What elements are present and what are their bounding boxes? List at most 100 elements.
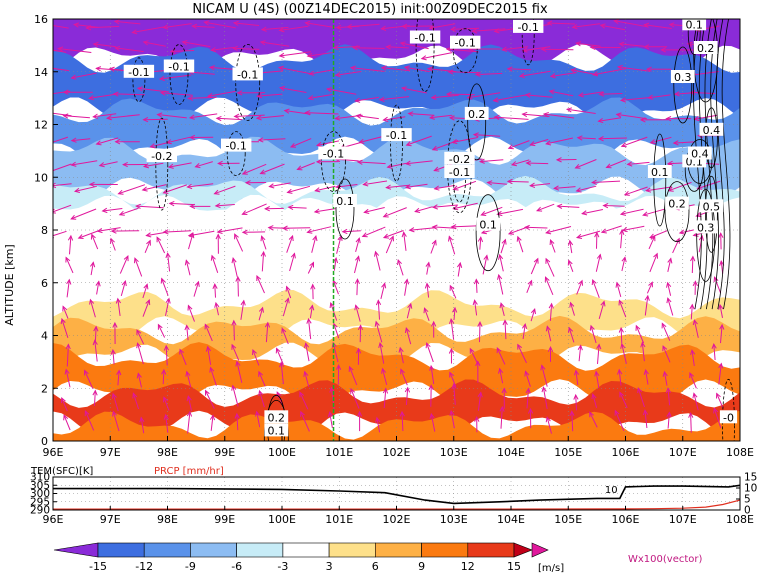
wind-vector xyxy=(650,136,672,144)
wind-vector-head xyxy=(589,411,595,418)
wind-vector-head xyxy=(186,395,192,402)
wind-vector-head xyxy=(475,360,481,367)
w-contour xyxy=(321,131,346,192)
wind-vector-head xyxy=(553,185,560,191)
wind-vector xyxy=(63,415,71,431)
wind-vector-head xyxy=(672,140,679,146)
wind-vector-head xyxy=(400,368,405,375)
wind-vector xyxy=(474,300,478,316)
wind-vector-head xyxy=(363,208,370,214)
wind-vector-head xyxy=(268,183,275,189)
wind-vector xyxy=(156,237,166,254)
wind-vector-head xyxy=(380,65,387,71)
wind-vector-head xyxy=(168,200,175,207)
wind-vector-head xyxy=(403,65,410,71)
wind-vector xyxy=(576,42,601,47)
y-tick-label: 16 xyxy=(34,13,48,26)
wind-vector xyxy=(165,345,168,366)
wind-vector-head xyxy=(92,113,99,119)
wind-vector-head xyxy=(667,257,673,264)
w-contour xyxy=(475,194,501,272)
contour-label-bg xyxy=(719,410,738,424)
wind-vector xyxy=(453,180,477,190)
contour-label-bg xyxy=(450,35,481,49)
wind-vector xyxy=(78,230,98,239)
wind-vector-head xyxy=(118,210,125,216)
x-tick-label: 104E xyxy=(497,446,525,459)
wind-vector-head xyxy=(145,232,152,238)
wind-vector-head xyxy=(397,259,402,266)
wind-vector-head xyxy=(591,179,597,185)
contour-label: 0.1 xyxy=(685,18,703,31)
wind-vector-head xyxy=(639,117,646,123)
wind-vector-head xyxy=(616,64,623,71)
wind-vector-head xyxy=(149,143,156,149)
wind-vector xyxy=(163,230,192,233)
contour-label-bg xyxy=(476,217,500,231)
wind-vector-head xyxy=(615,281,621,288)
wind-vector xyxy=(157,114,187,119)
wind-vector-head xyxy=(556,203,563,209)
wind-vector xyxy=(84,370,94,389)
w-contour xyxy=(452,28,478,74)
wind-vector xyxy=(333,323,340,339)
wind-vector xyxy=(719,304,723,318)
wind-vector xyxy=(475,279,478,293)
wind-vector-head xyxy=(114,45,121,52)
wind-vector xyxy=(667,388,671,406)
wind-vector-head xyxy=(389,235,394,242)
wind-vector-head xyxy=(308,70,315,76)
wind-vector-head xyxy=(361,232,368,238)
wind-vector-head xyxy=(589,324,595,331)
wind-vector xyxy=(453,384,456,405)
wind-vector xyxy=(432,226,457,229)
w-contour xyxy=(664,181,690,243)
wind-vector-head xyxy=(690,349,696,356)
wind-vector xyxy=(426,262,430,275)
wind-vector-head xyxy=(529,141,536,147)
wind-vector-head xyxy=(615,112,622,118)
wind-vector-head xyxy=(649,139,656,145)
wind-vector-head xyxy=(689,372,695,379)
wind-vector-head xyxy=(545,140,552,146)
wind-vector-head xyxy=(300,410,305,417)
wind-vector xyxy=(693,320,699,338)
wind-vector-head xyxy=(159,90,166,96)
wind-vector xyxy=(117,298,121,316)
wind-vector-head xyxy=(67,234,74,241)
wind-vector-head xyxy=(688,412,694,418)
w-contour xyxy=(721,19,731,310)
wind-vector xyxy=(204,21,236,29)
wind-vector xyxy=(546,137,574,145)
contour-label-bg xyxy=(682,17,707,31)
wind-vector-head xyxy=(597,136,604,142)
wind-vector xyxy=(210,367,217,386)
wind-vector-head xyxy=(689,303,695,310)
wind-vector-head xyxy=(600,300,606,307)
wind-vector xyxy=(592,279,600,298)
wind-vector-head xyxy=(278,52,285,58)
wind-vector xyxy=(240,300,245,320)
wind-vector xyxy=(66,344,69,367)
wind-vector-head xyxy=(527,279,533,286)
wind-vector xyxy=(546,226,572,234)
wind-vector-head xyxy=(433,166,440,172)
wind-vector-head xyxy=(448,235,454,242)
wind-vector xyxy=(299,392,309,410)
contour-label: 0.2 xyxy=(697,42,715,55)
w-contour xyxy=(653,133,667,227)
wind-vector xyxy=(450,319,455,340)
chart-title: NICAM U (4S) (00Z14DEC2015) init:00Z09DE… xyxy=(192,2,548,17)
w-contour xyxy=(704,19,714,310)
wind-vector-head xyxy=(310,283,316,290)
wind-vector xyxy=(63,115,90,119)
wind-vector-head xyxy=(665,116,672,122)
wind-vector xyxy=(430,413,436,432)
wind-vector-head xyxy=(549,73,556,79)
wind-vector xyxy=(96,281,100,295)
wind-vector-head xyxy=(502,319,508,326)
wind-vector xyxy=(473,134,501,137)
wind-vector xyxy=(481,206,503,216)
wind-vector-head xyxy=(429,364,435,371)
wind-vector-head xyxy=(565,107,573,113)
